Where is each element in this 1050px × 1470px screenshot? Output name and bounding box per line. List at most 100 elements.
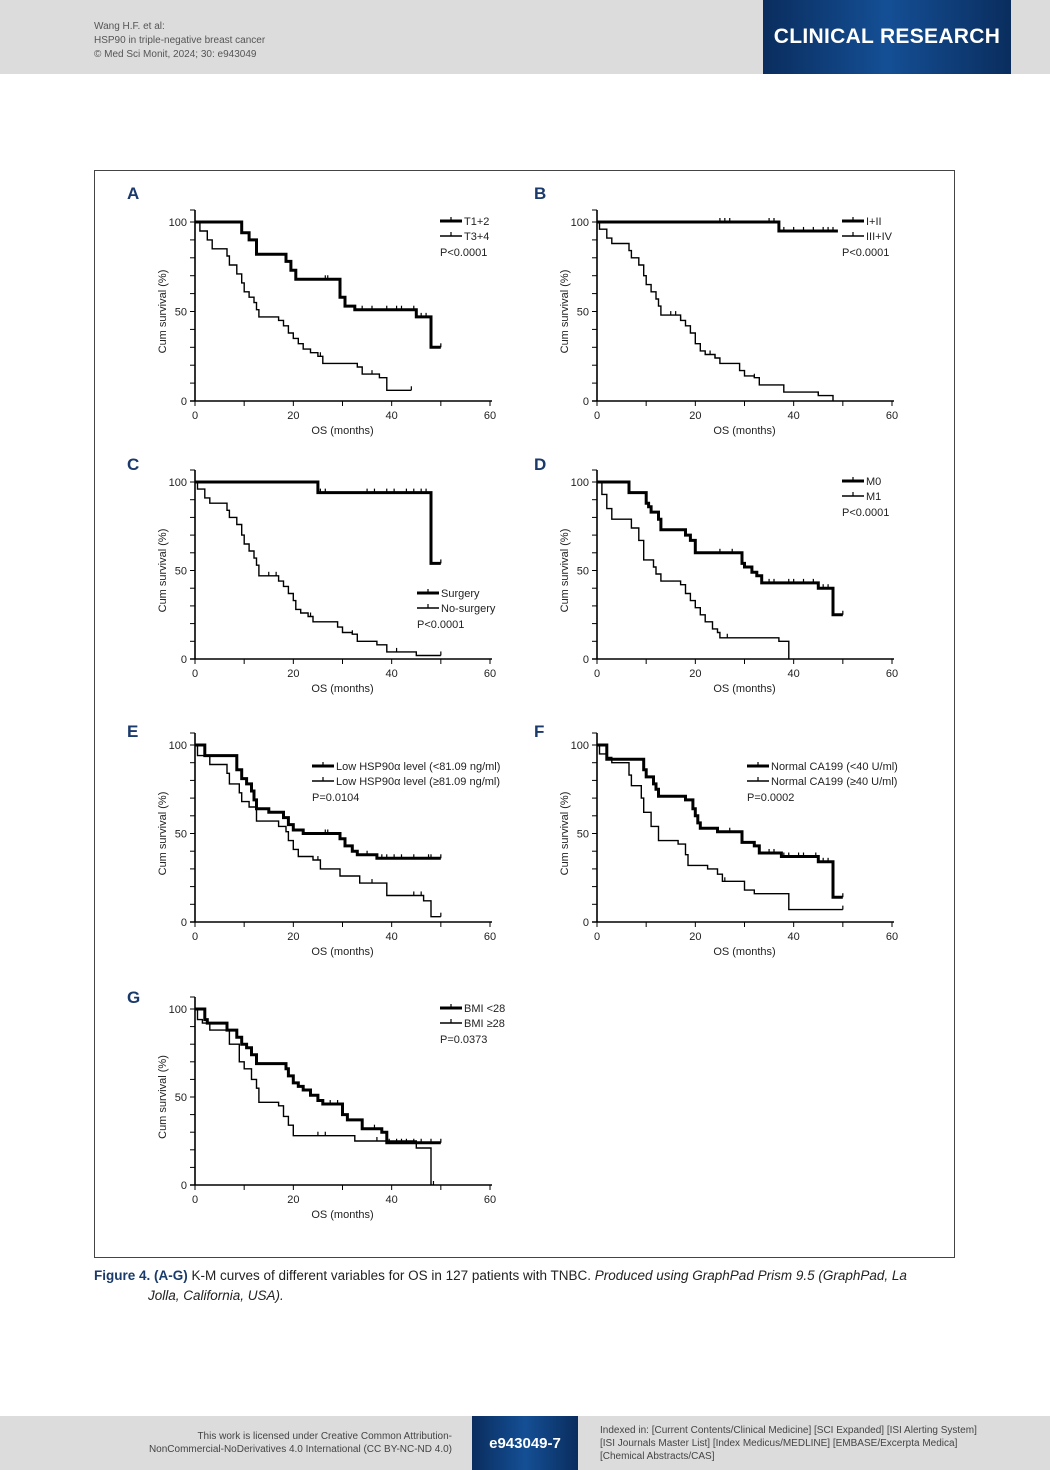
legend-label: Normal CA199 (<40 U/ml) — [771, 761, 898, 773]
p-value: P<0.0001 — [842, 507, 889, 519]
y-tick-label: 100 — [169, 1004, 187, 1016]
y-tick-label: 100 — [571, 477, 589, 489]
x-tick-label: 20 — [689, 410, 701, 422]
km-curve-group-2 — [195, 221, 412, 391]
y-tick-label: 0 — [583, 917, 589, 929]
x-tick-label: 40 — [788, 668, 800, 680]
x-axis-title: OS (months) — [311, 425, 373, 437]
y-tick-label: 50 — [577, 829, 589, 841]
y-tick-label: 50 — [175, 566, 187, 578]
x-tick-label: 0 — [594, 931, 600, 943]
chart-panel-b: B 0 50 100 0 20 40 60 OS (months) Cum survival (%… — [534, 184, 898, 437]
x-tick-label: 60 — [484, 1194, 496, 1206]
x-tick-label: 40 — [788, 931, 800, 943]
x-tick-label: 0 — [192, 931, 198, 943]
chart-panel-e: E 0 50 100 0 20 40 60 OS (months) Cum survival (%… — [127, 722, 500, 958]
caption-label: Figure 4. — [94, 1268, 151, 1283]
x-tick-label: 20 — [287, 1194, 299, 1206]
y-tick-label: 0 — [181, 917, 187, 929]
x-tick-label: 40 — [386, 410, 398, 422]
km-curve-group-2 — [195, 744, 441, 918]
page-number-badge: e943049-7 — [472, 1416, 578, 1470]
license-line-1: This work is licensed under Creative Com… — [197, 1431, 452, 1442]
y-tick-label: 50 — [577, 566, 589, 578]
section-badge: CLINICAL RESEARCH — [763, 0, 1011, 74]
panel-label: D — [534, 455, 546, 474]
y-tick-label: 100 — [169, 477, 187, 489]
legend-label: BMI <28 — [464, 1003, 505, 1015]
x-tick-label: 0 — [192, 410, 198, 422]
x-tick-label: 20 — [287, 410, 299, 422]
y-tick-label: 100 — [571, 740, 589, 752]
chart-panel-g: G 0 50 100 0 20 40 60 OS (months) Cum survival (%… — [127, 988, 505, 1221]
y-tick-label: 50 — [175, 307, 187, 319]
x-axis-title: OS (months) — [311, 946, 373, 958]
y-axis-title: Cum survival (%) — [559, 529, 571, 613]
x-axis-title: OS (months) — [311, 683, 373, 695]
km-curve-group-2 — [597, 744, 843, 911]
x-tick-label: 0 — [192, 1194, 198, 1206]
p-value: P<0.0001 — [842, 247, 889, 259]
indexed-line-2: [ISI Journals Master List] [Index Medicu… — [600, 1438, 958, 1449]
km-curve-group-1 — [195, 1007, 441, 1145]
x-tick-label: 0 — [192, 668, 198, 680]
x-tick-label: 40 — [386, 1194, 398, 1206]
y-tick-label: 100 — [169, 217, 187, 229]
panel-label: C — [127, 455, 139, 474]
chart-panel-f: F 0 50 100 0 20 40 60 OS (months) Cum survival (%… — [534, 722, 898, 958]
caption-credit-2: Jolla, California, USA). — [148, 1288, 284, 1303]
figure-frame — [94, 170, 955, 1258]
x-tick-label: 60 — [886, 668, 898, 680]
km-curve-group-2 — [597, 481, 790, 659]
indexed-line-3: [Chemical Abstracts/CAS] — [600, 1451, 715, 1462]
y-tick-label: 0 — [181, 1180, 187, 1192]
y-tick-label: 0 — [181, 654, 187, 666]
y-axis-title: Cum survival (%) — [157, 792, 169, 876]
y-tick-label: 100 — [571, 217, 589, 229]
km-curve-group-1 — [597, 480, 843, 617]
p-value: P<0.0001 — [440, 247, 487, 259]
panel-label: B — [534, 184, 546, 203]
citation-line: © Med Sci Monit, 2024; 30: e943049 — [94, 49, 257, 60]
p-value: P=0.0104 — [312, 792, 359, 804]
caption-panels-ref: (A-G) — [154, 1268, 188, 1283]
legend-label: Normal CA199 (≥40 U/ml) — [771, 776, 897, 788]
km-curve-group-1 — [195, 743, 441, 860]
x-tick-label: 60 — [484, 410, 496, 422]
p-value: P=0.0373 — [440, 1034, 487, 1046]
page-header: Wang H.F. et al: HSP90 in triple-negativ… — [0, 0, 1050, 74]
license-line-2: NonCommercial-NoDerivatives 4.0 Internat… — [148, 1444, 452, 1455]
x-tick-label: 60 — [886, 931, 898, 943]
panel-label: G — [127, 988, 140, 1007]
legend-label: Low HSP90α level (<81.09 ng/ml) — [336, 761, 500, 773]
x-tick-label: 0 — [594, 410, 600, 422]
km-curve-group-1 — [597, 220, 838, 233]
y-tick-label: 50 — [577, 307, 589, 319]
legend-label: III+IV — [866, 231, 893, 243]
x-axis-title: OS (months) — [311, 1209, 373, 1221]
page-footer: This work is licensed under Creative Com… — [0, 1416, 1050, 1470]
panel-label: E — [127, 722, 138, 741]
y-axis-title: Cum survival (%) — [157, 270, 169, 354]
km-curve-group-1 — [195, 220, 441, 349]
license-text: This work is licensed under Creative Com… — [149, 1430, 452, 1456]
panel-label: F — [534, 722, 544, 741]
p-value: P<0.0001 — [417, 619, 464, 631]
x-tick-label: 20 — [287, 931, 299, 943]
legend-label: T1+2 — [464, 216, 489, 228]
indexed-line-1: Indexed in: [Current Contents/Clinical M… — [600, 1425, 977, 1436]
y-tick-label: 0 — [181, 396, 187, 408]
y-tick-label: 50 — [175, 829, 187, 841]
x-tick-label: 20 — [287, 668, 299, 680]
x-tick-label: 40 — [386, 931, 398, 943]
x-tick-label: 60 — [484, 931, 496, 943]
x-tick-label: 60 — [886, 410, 898, 422]
chart-panel-a: A 0 50 100 0 20 40 60 OS (months) Cum survival (%… — [127, 184, 496, 437]
km-curve-group-1 — [195, 480, 441, 565]
x-axis-title: OS (months) — [713, 683, 775, 695]
caption-text: K-M curves of different variables for OS… — [187, 1268, 591, 1283]
x-tick-label: 0 — [594, 668, 600, 680]
legend-label: BMI ≥28 — [464, 1018, 505, 1030]
y-tick-label: 0 — [583, 654, 589, 666]
